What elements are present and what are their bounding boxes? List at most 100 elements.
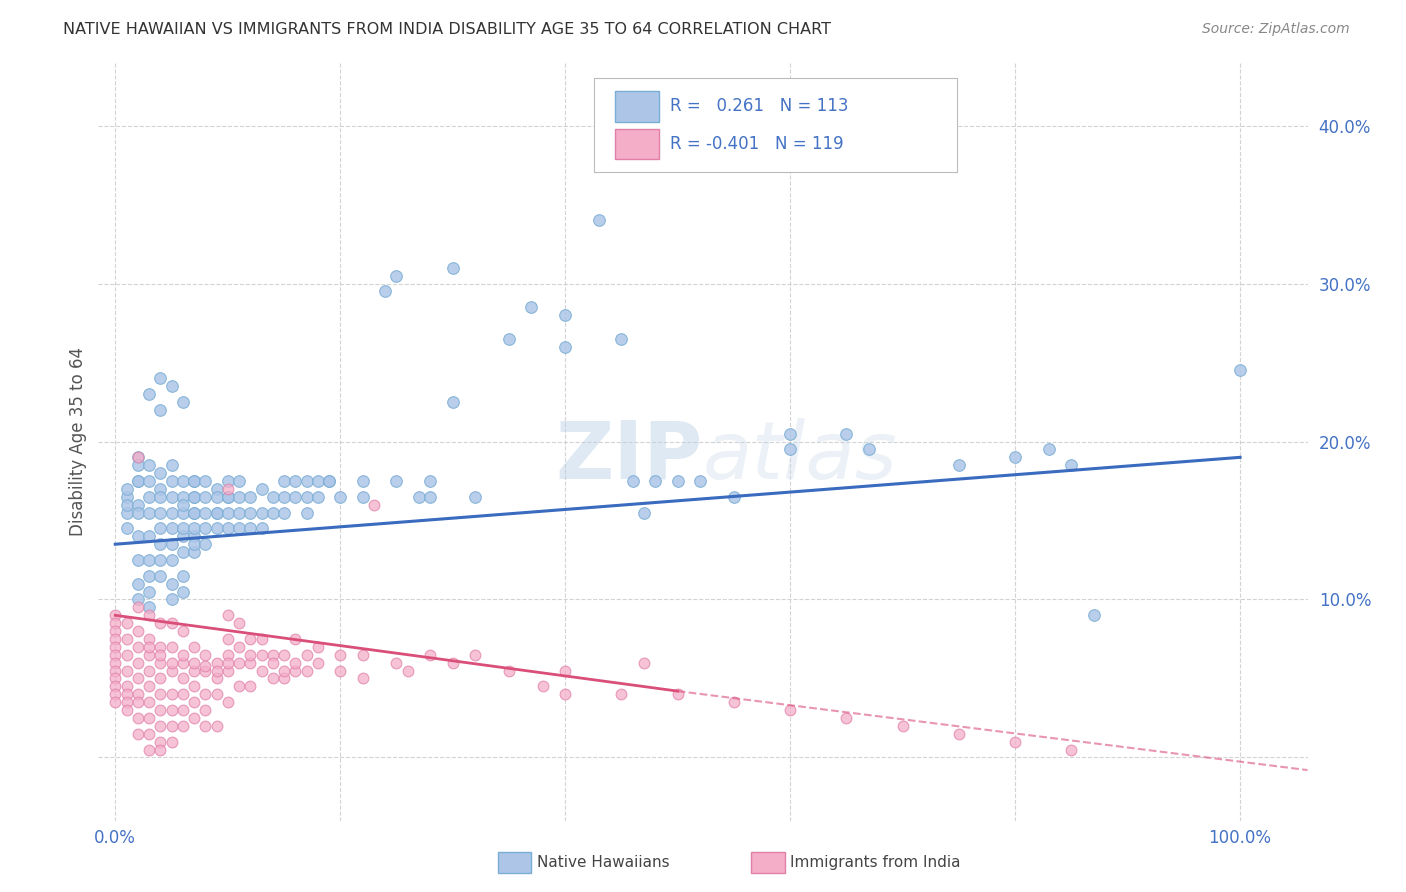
Point	[239, 656, 262, 670]
Point	[194, 537, 217, 551]
Point	[666, 687, 689, 701]
Point	[115, 632, 138, 646]
Point	[239, 521, 262, 535]
Point	[183, 474, 205, 488]
Point	[172, 703, 194, 717]
Point	[149, 640, 172, 654]
Point	[104, 687, 127, 701]
Point	[205, 506, 228, 520]
Point	[149, 648, 172, 662]
Point	[419, 490, 441, 504]
Point	[385, 656, 408, 670]
Point	[138, 584, 160, 599]
Point	[217, 506, 239, 520]
Point	[149, 687, 172, 701]
Point	[127, 624, 149, 639]
Point	[104, 664, 127, 678]
Point	[172, 569, 194, 583]
Point	[273, 648, 295, 662]
Point	[250, 482, 273, 496]
Point	[948, 727, 970, 741]
Point	[408, 490, 430, 504]
Point	[588, 213, 610, 227]
Point	[149, 403, 172, 417]
Point	[127, 498, 149, 512]
Text: Immigrants from India: Immigrants from India	[790, 855, 960, 870]
Point	[149, 482, 172, 496]
Point	[127, 506, 149, 520]
Point	[183, 664, 205, 678]
Point	[352, 474, 374, 488]
Point	[239, 490, 262, 504]
Point	[183, 711, 205, 725]
Point	[217, 608, 239, 623]
Point	[172, 719, 194, 733]
Point	[644, 474, 666, 488]
Point	[307, 474, 329, 488]
Point	[104, 672, 127, 686]
Point	[239, 648, 262, 662]
Point	[239, 679, 262, 693]
Point	[779, 426, 801, 441]
Point	[318, 474, 340, 488]
Point	[205, 490, 228, 504]
Point	[610, 687, 633, 701]
Point	[318, 474, 340, 488]
Point	[948, 458, 970, 473]
Point	[273, 474, 295, 488]
Point	[284, 656, 307, 670]
Point	[149, 466, 172, 480]
Point	[554, 340, 576, 354]
Point	[160, 734, 183, 748]
Point	[205, 687, 228, 701]
Point	[284, 474, 307, 488]
Point	[363, 498, 385, 512]
Point	[104, 679, 127, 693]
Point	[138, 640, 160, 654]
Point	[194, 474, 217, 488]
Point	[217, 656, 239, 670]
Point	[115, 482, 138, 496]
Point	[194, 521, 217, 535]
Point	[1060, 458, 1083, 473]
Point	[104, 648, 127, 662]
Point	[273, 490, 295, 504]
Point	[520, 300, 543, 314]
Point	[138, 632, 160, 646]
Point	[183, 490, 205, 504]
Point	[160, 640, 183, 654]
Point	[723, 695, 745, 709]
Point	[835, 711, 858, 725]
Point	[217, 521, 239, 535]
Point	[262, 490, 284, 504]
Point	[149, 719, 172, 733]
Point	[127, 576, 149, 591]
Point	[160, 490, 183, 504]
Point	[205, 719, 228, 733]
Point	[250, 506, 273, 520]
Point	[352, 648, 374, 662]
Point	[307, 490, 329, 504]
Point	[115, 521, 138, 535]
Point	[160, 703, 183, 717]
Point	[138, 529, 160, 543]
Point	[160, 458, 183, 473]
Point	[104, 616, 127, 631]
Point	[172, 529, 194, 543]
Point	[858, 442, 880, 457]
Point	[127, 640, 149, 654]
Point	[194, 658, 217, 673]
Point	[419, 474, 441, 488]
Point	[149, 672, 172, 686]
Point	[217, 695, 239, 709]
Point	[352, 672, 374, 686]
Point	[138, 387, 160, 401]
Point	[149, 537, 172, 551]
Point	[172, 545, 194, 559]
Point	[205, 664, 228, 678]
Point	[183, 506, 205, 520]
Point	[194, 490, 217, 504]
Point	[217, 490, 239, 504]
Point	[149, 742, 172, 756]
Point	[104, 695, 127, 709]
